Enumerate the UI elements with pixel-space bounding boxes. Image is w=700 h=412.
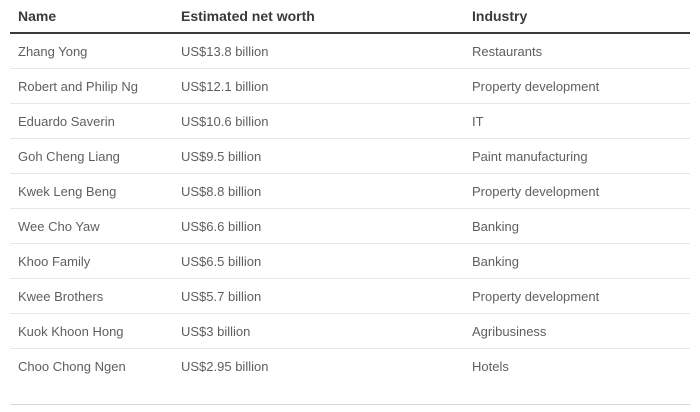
header-row: Name Estimated net worth Industry	[10, 0, 690, 34]
column-header-industry: Industry	[464, 0, 690, 34]
cell-name: Goh Cheng Liang	[10, 138, 173, 174]
cell-name: Khoo Family	[10, 243, 173, 279]
table-row: Kwek Leng Beng US$8.8 billion Property d…	[10, 173, 690, 209]
cell-industry: Banking	[464, 243, 690, 279]
table-row: Eduardo Saverin US$10.6 billion IT	[10, 103, 690, 139]
table-row: Goh Cheng Liang US$9.5 billion Paint man…	[10, 138, 690, 174]
table-row: Zhang Yong US$13.8 billion Restaurants	[10, 33, 690, 69]
table-row: Kuok Khoon Hong US$3 billion Agribusines…	[10, 313, 690, 349]
cell-net-worth: US$3 billion	[173, 313, 464, 349]
cell-industry: Hotels	[472, 358, 509, 374]
table-row: Wee Cho Yaw US$6.6 billion Banking	[10, 208, 690, 244]
table-header: Name Estimated net worth Industry	[10, 0, 690, 34]
table-body: Zhang Yong US$13.8 billion Restaurants R…	[10, 33, 690, 383]
cell-name: Robert and Philip Ng	[10, 68, 173, 104]
cell-net-worth: US$6.6 billion	[173, 208, 464, 244]
cell-net-worth: US$5.7 billion	[173, 278, 464, 314]
cell-name: Eduardo Saverin	[10, 103, 173, 139]
cell-industry: Property development	[464, 278, 690, 314]
cell-name: Choo Chong Ngen	[18, 358, 126, 374]
cell-name: Zhang Yong	[10, 33, 173, 69]
table-row: Kwee Brothers US$5.7 billion Property de…	[10, 278, 690, 314]
cell-name: Kwek Leng Beng	[10, 173, 173, 209]
cell-industry: Paint manufacturing	[464, 138, 690, 174]
cell-industry: Restaurants	[464, 33, 690, 69]
cell-industry: Property development	[464, 68, 690, 104]
table-row: Choo Chong Ngen US$2.95 billion Hotels	[10, 349, 690, 384]
cell-name: Kwee Brothers	[10, 278, 173, 314]
cell-industry: IT	[464, 103, 690, 139]
table-row: Robert and Philip Ng US$12.1 billion Pro…	[10, 68, 690, 104]
table-bottom-divider	[10, 404, 690, 405]
cell-industry: Property development	[464, 173, 690, 209]
cell-industry: Banking	[464, 208, 690, 244]
cell-name: Kuok Khoon Hong	[10, 313, 173, 349]
cell-industry: Agribusiness	[464, 313, 690, 349]
cell-net-worth: US$13.8 billion	[173, 33, 464, 69]
cell-net-worth: US$12.1 billion	[173, 68, 464, 104]
column-header-name: Name	[10, 0, 173, 34]
cell-net-worth: US$10.6 billion	[173, 103, 464, 139]
table-row: Khoo Family US$6.5 billion Banking	[10, 243, 690, 279]
cell-net-worth: US$6.5 billion	[173, 243, 464, 279]
cell-net-worth: US$2.95 billion	[181, 358, 269, 374]
net-worth-table: Name Estimated net worth Industry Zhang …	[10, 0, 690, 383]
column-header-net-worth: Estimated net worth	[173, 0, 464, 34]
cell-net-worth: US$9.5 billion	[173, 138, 464, 174]
cell-net-worth: US$8.8 billion	[173, 173, 464, 209]
cell-name: Wee Cho Yaw	[10, 208, 173, 244]
